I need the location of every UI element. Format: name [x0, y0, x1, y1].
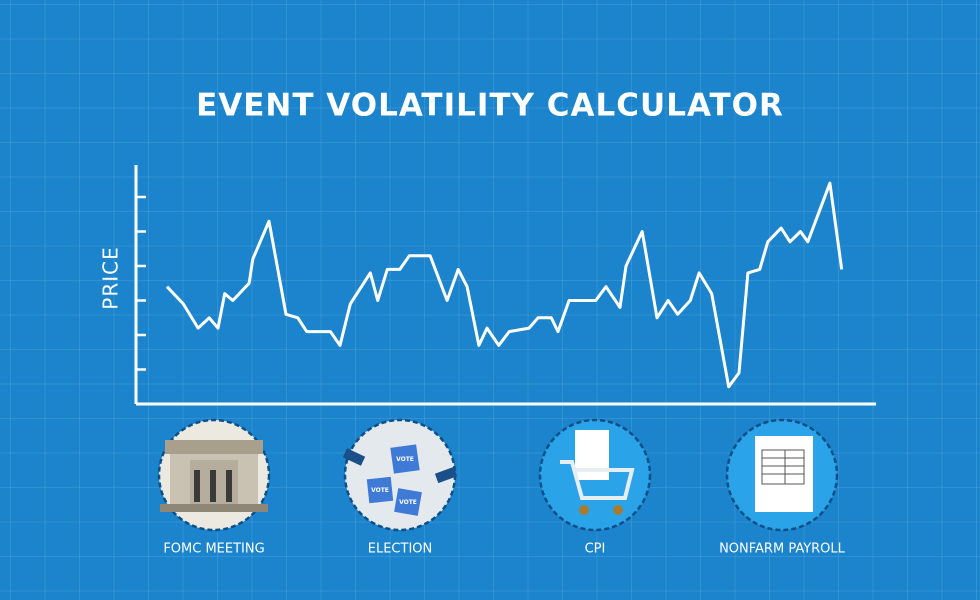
vote-text: VOTE	[399, 499, 417, 506]
election-icon: VOTE VOTE VOTE	[342, 418, 458, 532]
vote-text: VOTE	[396, 456, 414, 463]
y-axis-label: PRICE	[99, 246, 123, 309]
payroll-icon	[725, 418, 839, 532]
event-label: FOMC MEETING	[163, 542, 264, 557]
fomc-icon	[157, 418, 271, 532]
cpi-icon	[538, 418, 652, 532]
event-label: NONFARM PAYROLL	[719, 542, 846, 557]
chart-title: EVENT VOLATILITY CALCULATOR	[196, 88, 784, 124]
event-label: ELECTION	[368, 542, 432, 557]
vote-text: VOTE	[371, 487, 389, 494]
event-label: CPI	[585, 542, 606, 557]
price-line	[165, 181, 844, 389]
